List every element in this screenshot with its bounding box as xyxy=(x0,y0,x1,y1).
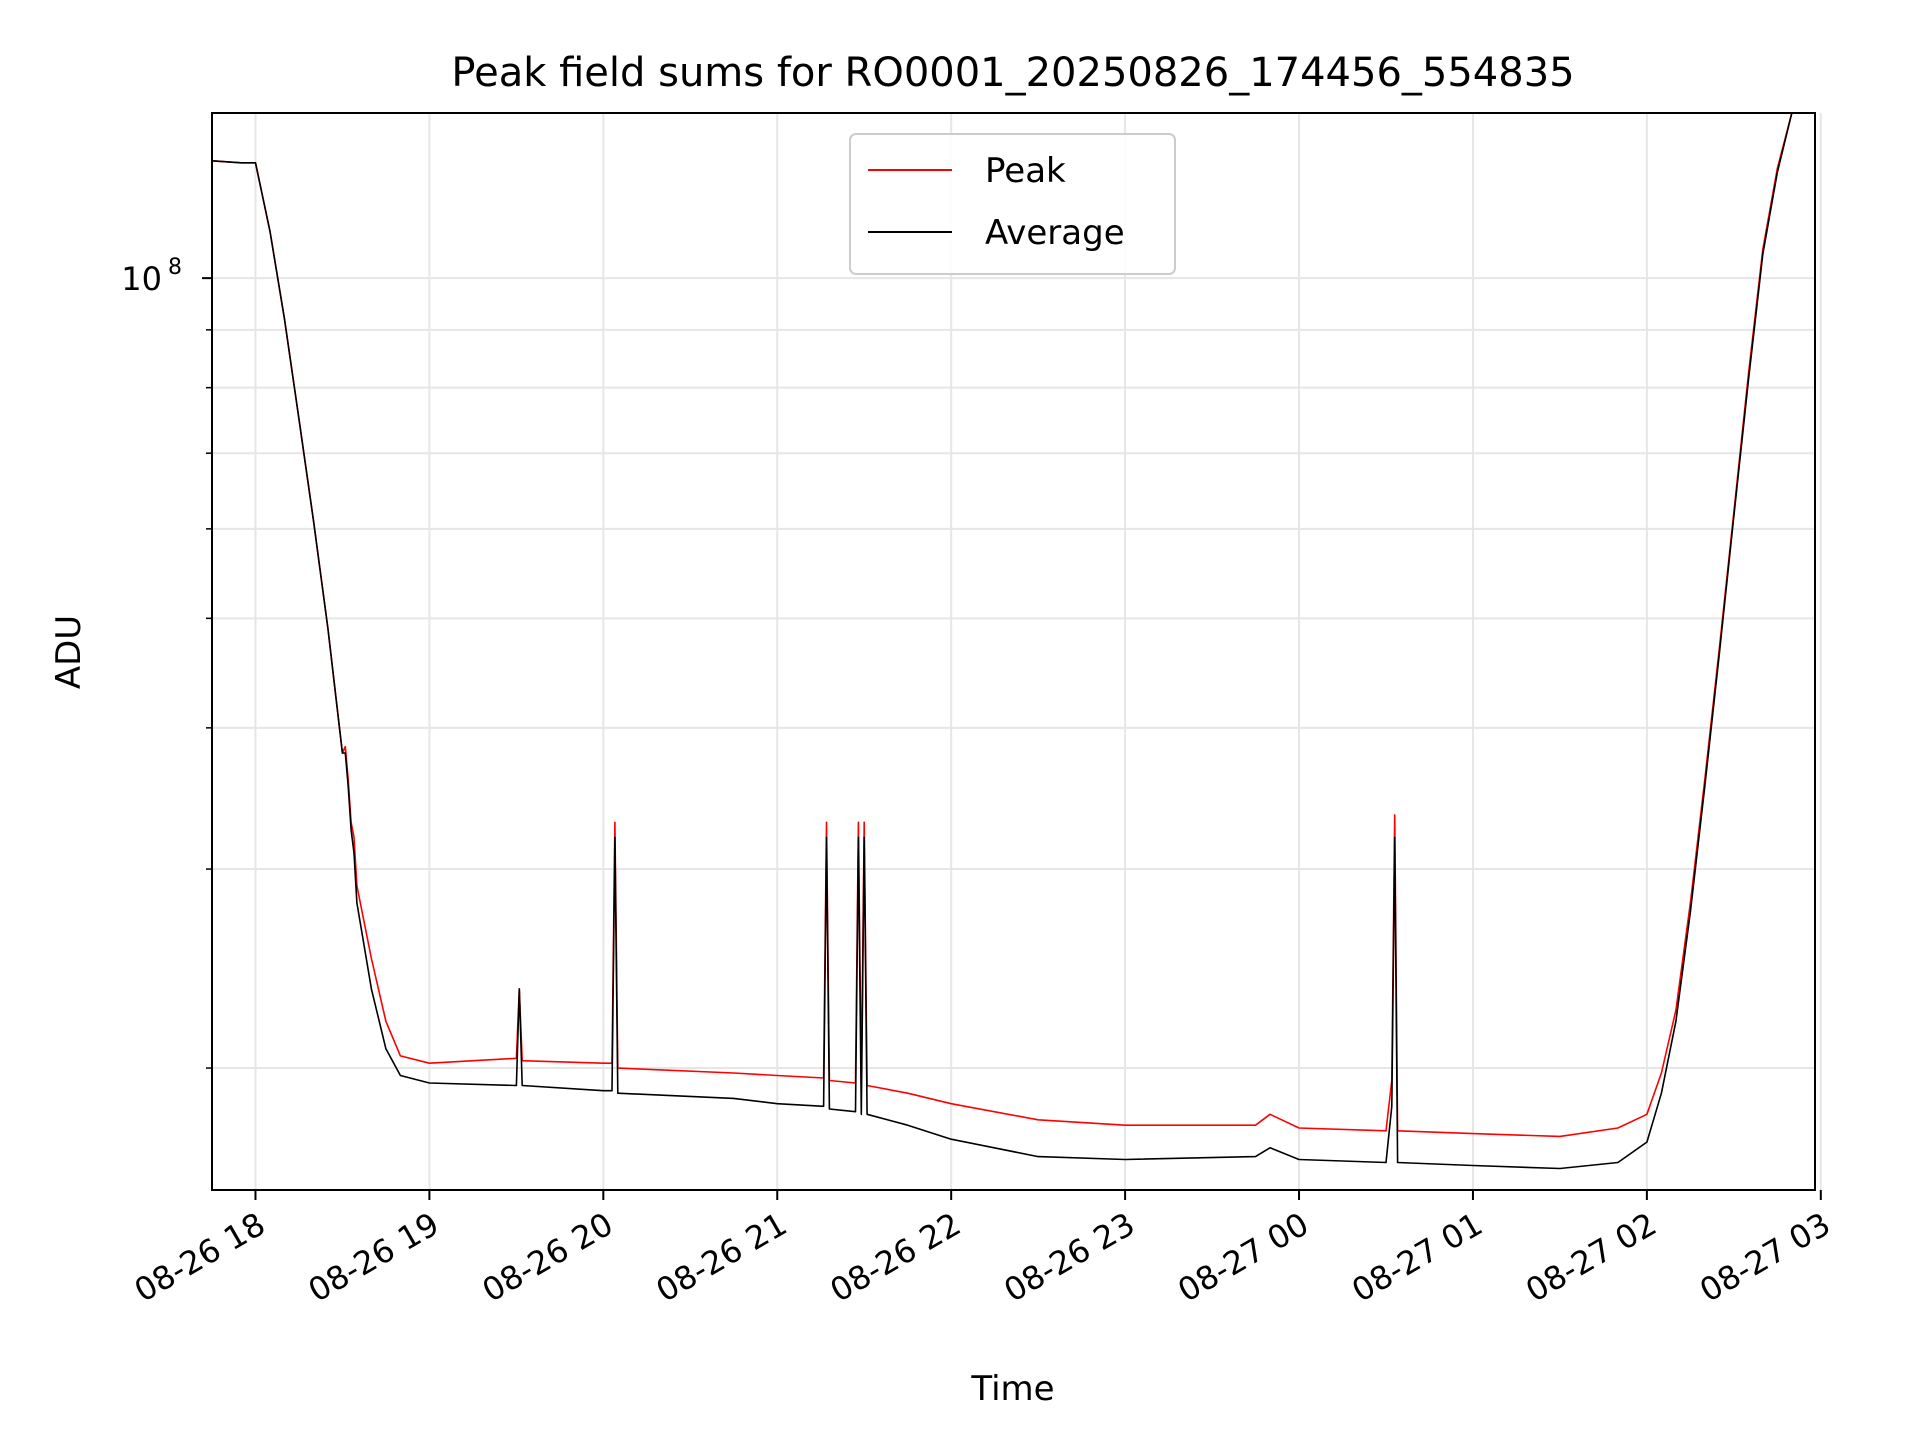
series-layer xyxy=(212,113,1793,1170)
plot-frame xyxy=(211,112,1816,1191)
y-tick-label: 10 xyxy=(121,260,162,298)
grid xyxy=(212,113,1822,1190)
y-axis-label: ADU xyxy=(49,615,89,689)
series-line-average xyxy=(212,113,1793,1170)
y-axis-ticks: 10 8 xyxy=(121,255,212,1069)
legend: Peak Average xyxy=(849,133,1176,275)
legend-label-peak: Peak xyxy=(985,151,1066,191)
y-tick-exponent: 8 xyxy=(168,255,182,280)
legend-label-average: Average xyxy=(985,213,1125,253)
x-axis-label: Time xyxy=(970,1369,1054,1409)
chart-title: Peak field sums for RO0001_20250826_1744… xyxy=(451,50,1574,96)
